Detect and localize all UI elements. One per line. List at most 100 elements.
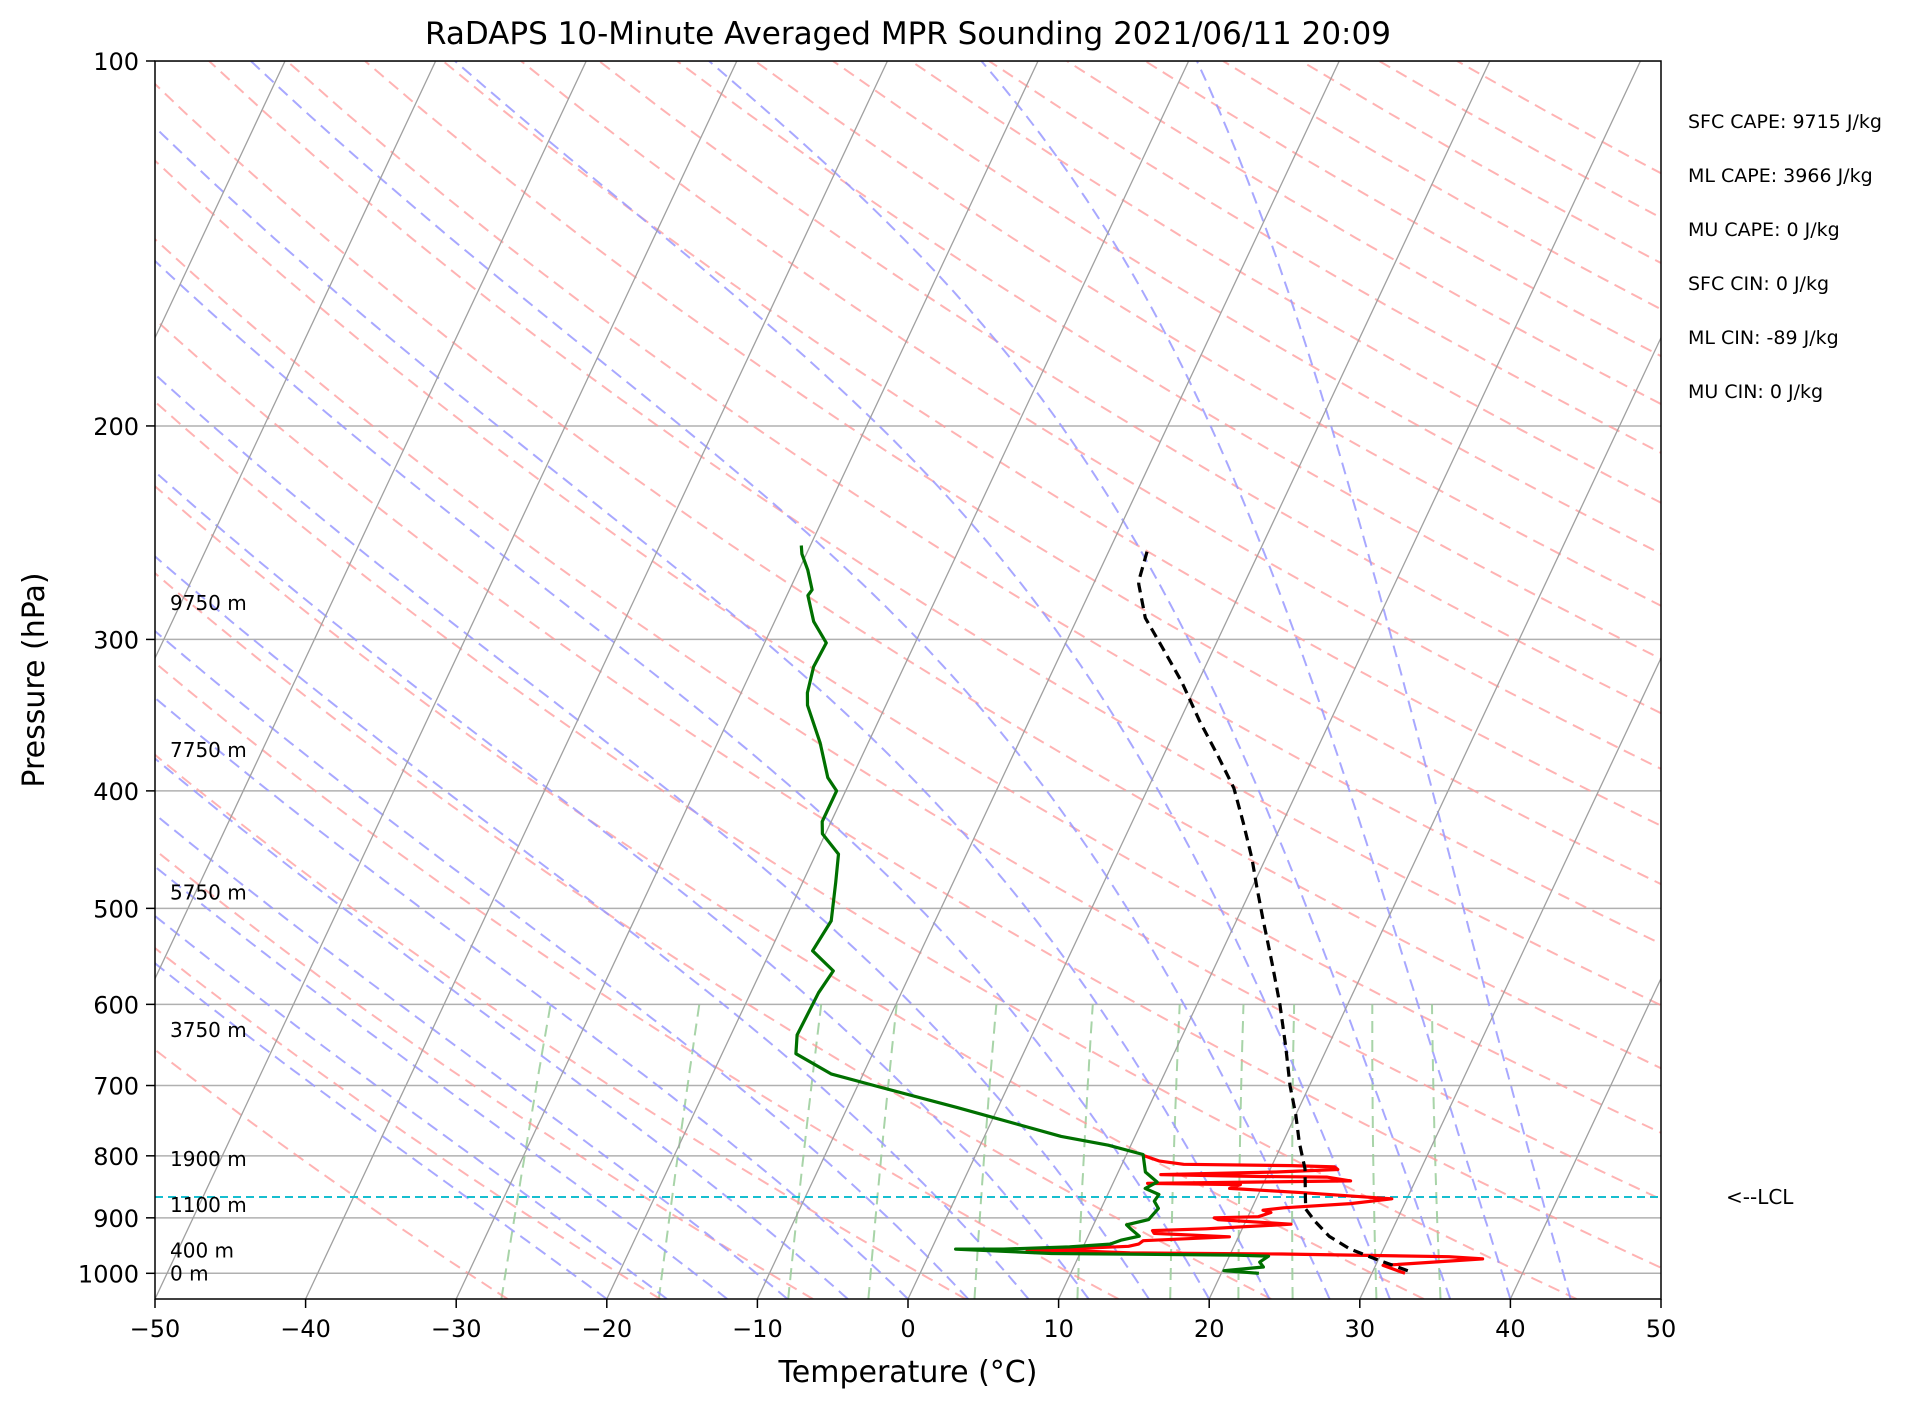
moist-adiabat-16 (155, 373, 1150, 1299)
mixing-ratio-36 (1431, 1004, 1442, 1299)
isotherm--60 (155, 61, 587, 981)
isotherm-0 (907, 61, 1491, 1299)
y-tick-label: 600 (93, 991, 139, 1019)
dry-adiabat-140 (598, 61, 1661, 715)
x-tick-label: −50 (130, 1315, 181, 1343)
height-label: 400 m (170, 1239, 234, 1263)
isotherm-40 (1509, 977, 1661, 1299)
isotherms (155, 61, 1925, 1299)
x-tick-label: −30 (431, 1315, 482, 1343)
isotherm--10 (756, 61, 1340, 1299)
dry-adiabat-70 (155, 159, 1661, 1134)
moist-adiabat-44 (1195, 61, 1572, 1299)
height-label: 3750 m (170, 1018, 247, 1042)
moist-adiabat-40 (980, 61, 1512, 1299)
isotherm-50 (1660, 1297, 1661, 1299)
moist-adiabat-0 (155, 696, 909, 1299)
height-label: 9750 m (170, 591, 247, 615)
height-label: 1100 m (170, 1193, 247, 1217)
y-tick-label: 200 (93, 413, 139, 441)
mixing-ratio-5 (973, 1004, 998, 1299)
stability-index: ML CAPE: 3966 J/kg (1688, 165, 1873, 187)
moist-adiabat-24 (155, 125, 1271, 1299)
height-label: 1900 m (170, 1147, 247, 1171)
moist-adiabat--20 (155, 962, 608, 1299)
y-tick-label: 700 (93, 1073, 139, 1101)
x-tick-label: 40 (1495, 1315, 1526, 1343)
mixing-ratio-12 (1169, 1004, 1181, 1299)
isotherm--70 (155, 61, 437, 660)
y-axis-label: Pressure (hPa) (17, 572, 52, 787)
y-tick-label: 400 (93, 778, 139, 806)
mixing-ratio-0.4 (500, 1004, 552, 1299)
temperature-profile (1025, 1153, 1485, 1275)
x-tick-label: −20 (581, 1315, 632, 1343)
height-label: 0 m (170, 1261, 209, 1285)
x-tick-label: 0 (900, 1315, 915, 1343)
height-labels: 9750 m 7750 m 5750 m 3750 m 1900 m 1100 m 400 … (170, 591, 247, 1285)
y-tick-label: 1000 (78, 1260, 139, 1288)
dry-adiabat--20 (155, 946, 661, 1299)
height-label: 5750 m (170, 880, 247, 904)
dry-adiabat-10 (155, 661, 1119, 1299)
moist-adiabat--8 (155, 813, 789, 1299)
dry-adiabat-160 (754, 61, 1661, 607)
moist-adiabat-36 (708, 61, 1452, 1299)
dry-adiabat-40 (155, 400, 1578, 1299)
isotherm-10 (1058, 61, 1642, 1299)
isotherm-60 (1812, 61, 1925, 1299)
moist-adiabat-32 (454, 61, 1391, 1299)
y-tick-label: 900 (93, 1205, 139, 1233)
mixing-ratio-16 (1237, 1004, 1245, 1299)
moist-adiabat--4 (155, 757, 849, 1299)
stability-index: ML CIN: -89 J/kg (1688, 327, 1839, 349)
isotherm--50 (155, 61, 738, 1299)
stability-indices: SFC CAPE: 9715 J/kg ML CAPE: 3966 J/kg MU … (1688, 111, 1882, 403)
y-axis-ticks: 100 200 300 400 500 600 700 800 900 1000 (78, 48, 155, 1288)
stability-index: MU CIN: 0 J/kg (1688, 381, 1823, 403)
dry-adiabat-0 (155, 753, 967, 1299)
moist-adiabat-28 (250, 61, 1331, 1299)
y-tick-label: 100 (93, 48, 139, 76)
chart-title: RaDAPS 10-Minute Averaged MPR Sounding 2… (425, 16, 1391, 52)
dry-adiabat-110 (364, 61, 1661, 886)
dry-adiabat-120 (442, 61, 1661, 827)
mixing-ratio-1 (657, 1004, 701, 1299)
isotherm--20 (606, 61, 1190, 1299)
isotherm--30 (455, 61, 1039, 1299)
moist-adiabat--12 (155, 865, 728, 1299)
dry-adiabat--30 (155, 1048, 509, 1299)
mixing-ratio-8 (1076, 1004, 1094, 1299)
dry-adiabat-60 (155, 237, 1661, 1201)
y-tick-label: 500 (93, 895, 139, 923)
stability-index: SFC CAPE: 9715 J/kg (1688, 111, 1882, 133)
mixing-ratio-2 (787, 1004, 823, 1299)
x-tick-label: 20 (1194, 1315, 1225, 1343)
x-axis-ticks: −50 −40 −30 −20 −10 0 10 20 30 40 50 (130, 1299, 1676, 1343)
isotherm--40 (305, 61, 889, 1299)
isotherm-30 (1359, 656, 1661, 1299)
x-axis-label: Temperature (°C) (778, 1355, 1038, 1390)
plot-area (155, 61, 1925, 1299)
stability-index: SFC CIN: 0 J/kg (1688, 273, 1829, 295)
dry-adiabat-80 (155, 82, 1661, 1070)
moist-adiabat-8 (155, 555, 1030, 1299)
moist-adiabat--16 (155, 914, 668, 1299)
x-tick-label: 10 (1043, 1315, 1074, 1343)
dry-adiabat--10 (155, 848, 814, 1299)
x-tick-label: 30 (1345, 1315, 1376, 1343)
y-tick-label: 800 (93, 1143, 139, 1171)
x-tick-label: −40 (280, 1315, 331, 1343)
dry-adiabat-30 (155, 484, 1425, 1299)
x-tick-label: −10 (732, 1315, 783, 1343)
isotherm--80 (155, 61, 286, 340)
dry-adiabat-50 (155, 318, 1661, 1269)
parcel-profile (1137, 547, 1409, 1273)
dewpoint-profile (794, 545, 1271, 1275)
moist-adiabat-20 (155, 259, 1211, 1299)
stability-index: MU CAPE: 0 J/kg (1688, 219, 1840, 241)
lcl-label: <--LCL (1726, 1185, 1794, 1209)
isotherm-20 (1208, 336, 1661, 1299)
mixing-ratio-3 (867, 1004, 898, 1299)
dry-adiabats (155, 61, 1661, 1299)
